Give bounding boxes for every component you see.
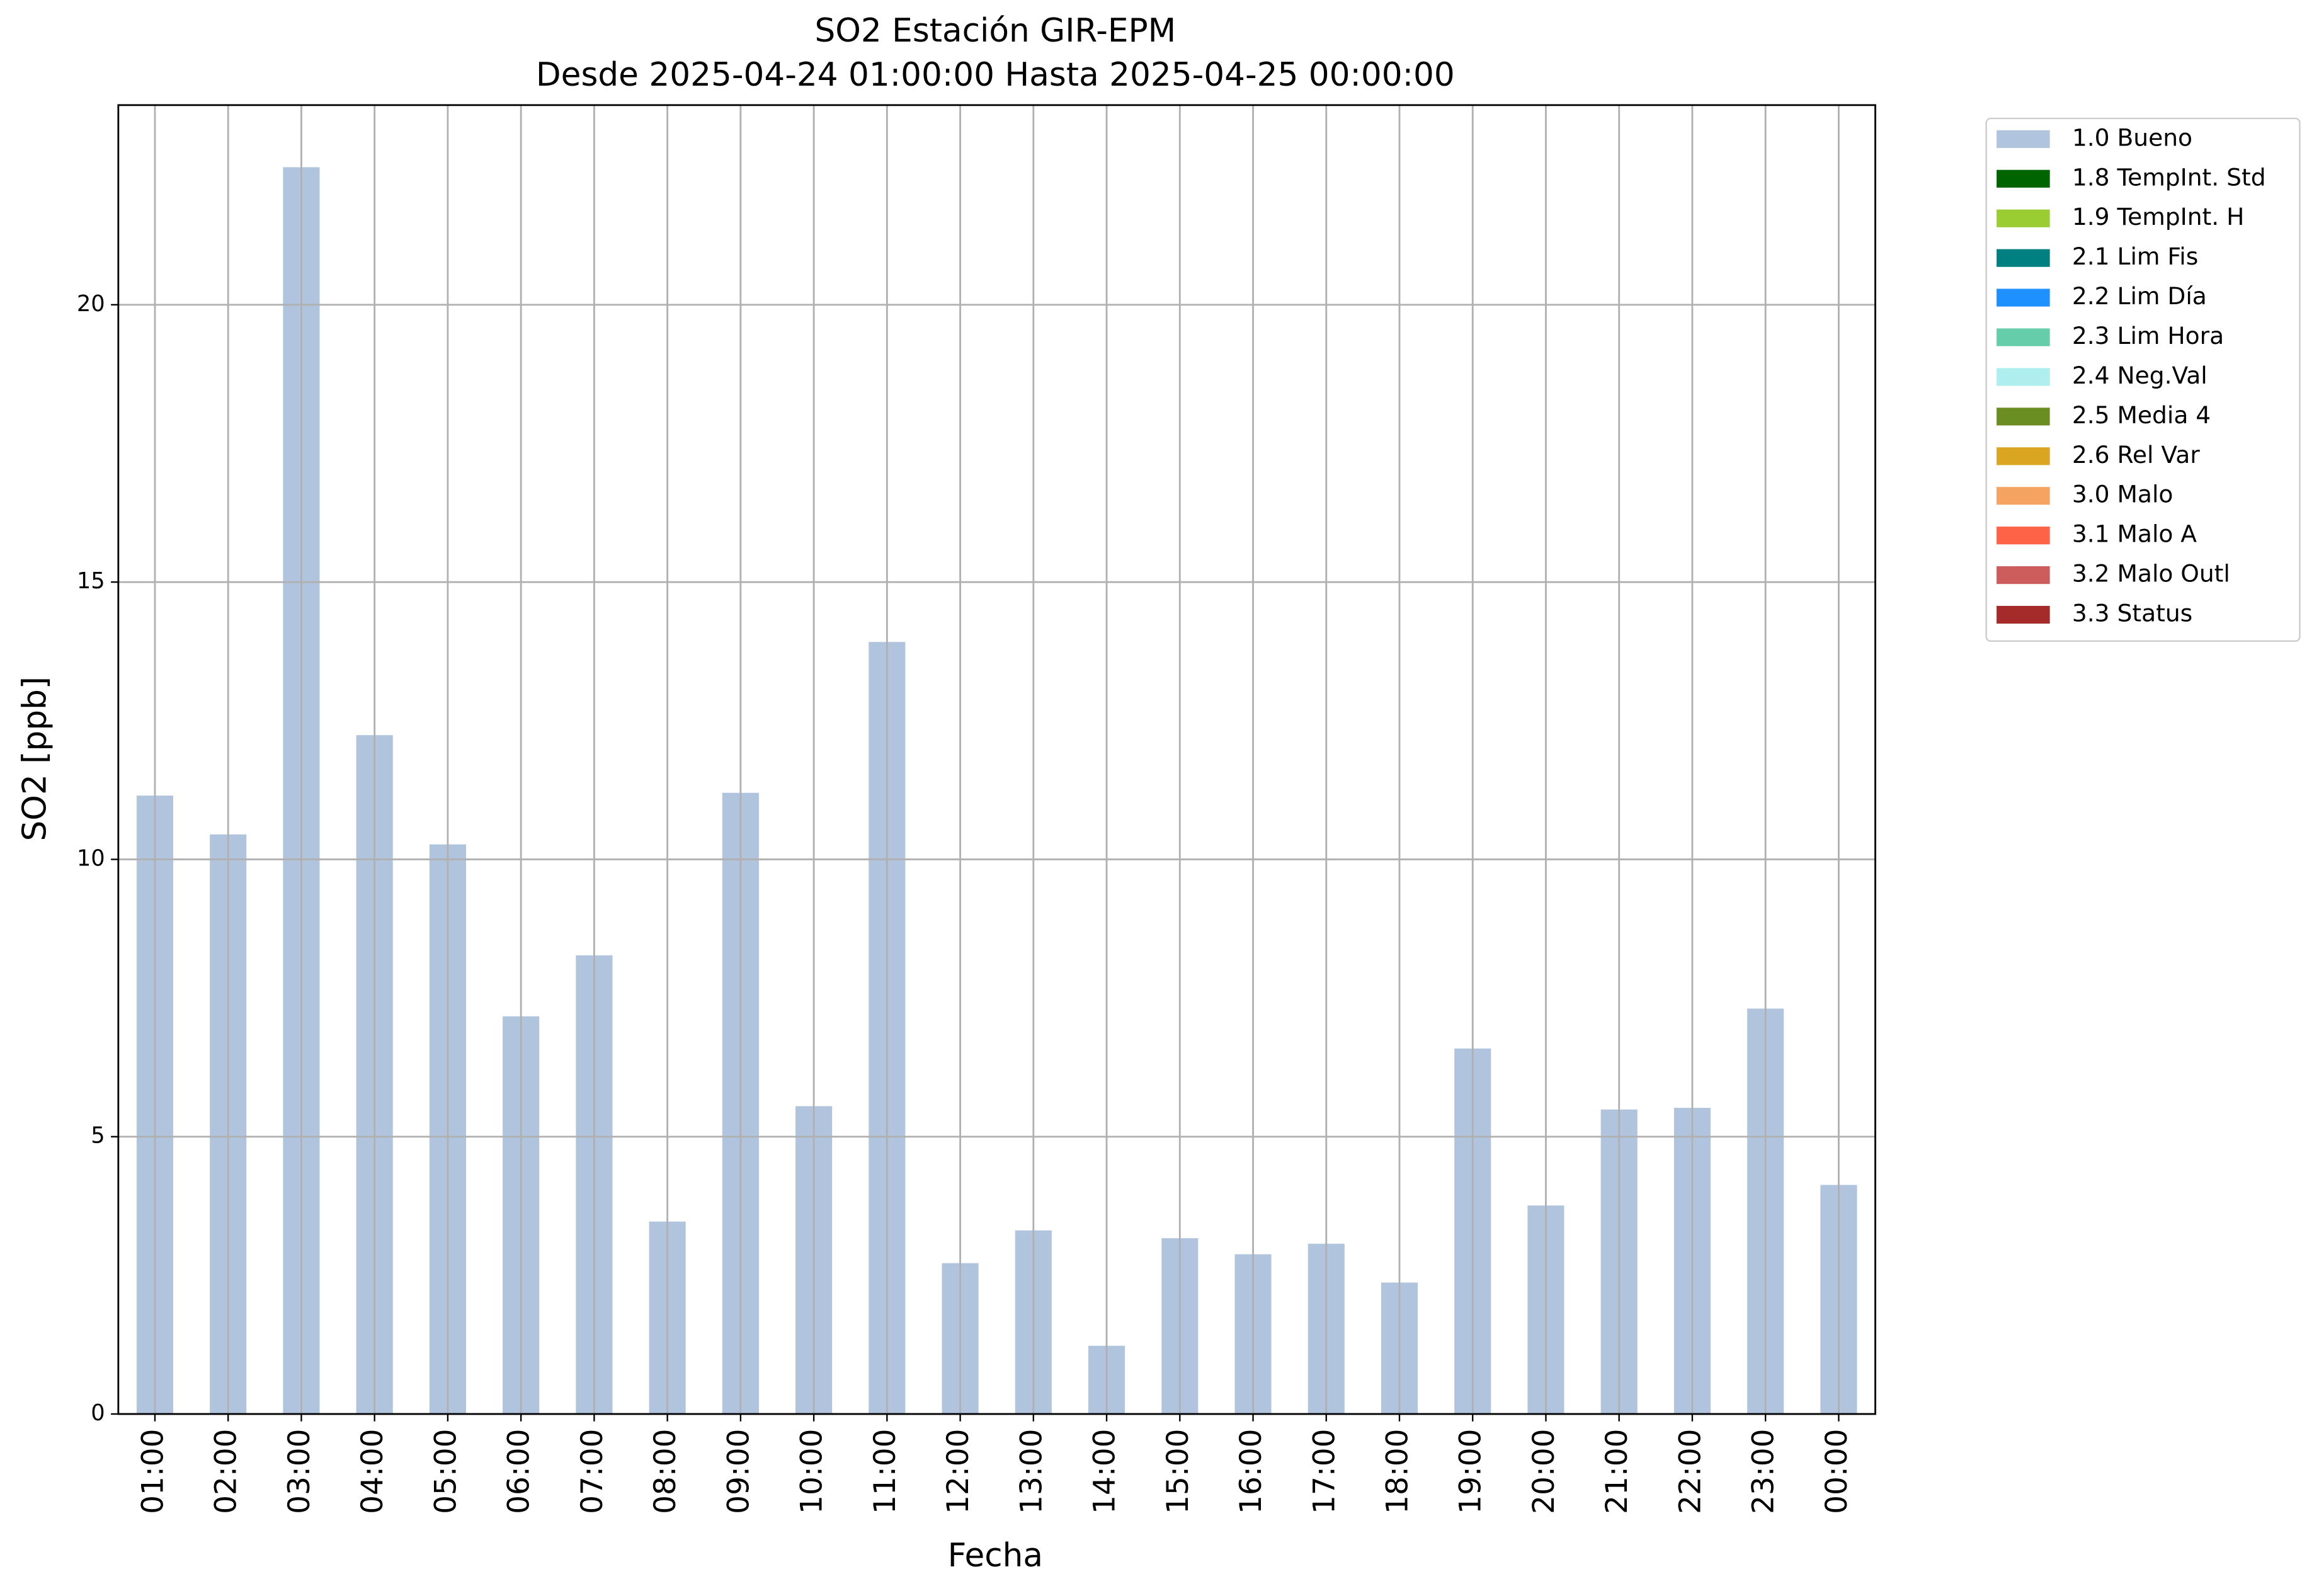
x-tick-label: 05:00 <box>428 1429 463 1514</box>
x-tick-label: 09:00 <box>721 1429 756 1514</box>
x-tick-label: 15:00 <box>1161 1429 1195 1514</box>
x-tick-label: 20:00 <box>1527 1429 1561 1514</box>
x-tick-label: 16:00 <box>1234 1429 1268 1514</box>
x-tick-label: 08:00 <box>648 1429 683 1514</box>
legend-swatch <box>1997 169 2050 188</box>
y-tick-label: 10 <box>77 845 105 871</box>
x-tick-label: 22:00 <box>1673 1429 1707 1514</box>
y-tick-label: 0 <box>91 1400 105 1426</box>
x-tick-label: 02:00 <box>209 1429 244 1514</box>
legend-label: 3.0 Malo <box>2072 481 2174 508</box>
legend-label: 2.6 Rel Var <box>2072 441 2200 469</box>
legend-label: 2.3 Lim Hora <box>2072 322 2224 350</box>
legend-swatch <box>1997 328 2050 346</box>
y-tick-label: 20 <box>77 291 105 317</box>
legend-label: 1.8 TempInt. Std <box>2072 163 2266 191</box>
legend-label: 2.1 Lim Fis <box>2072 242 2198 270</box>
x-tick-label: 07:00 <box>575 1429 610 1514</box>
legend-swatch <box>1997 288 2050 307</box>
x-tick-label: 01:00 <box>135 1429 170 1514</box>
y-axis-label: SO2 [ppb] <box>16 676 54 841</box>
legend-swatch <box>1997 209 2050 227</box>
x-tick-label: 00:00 <box>1820 1429 1854 1514</box>
legend-label: 3.2 Malo Outl <box>2072 560 2230 588</box>
legend-label: 3.3 Status <box>2072 600 2192 627</box>
legend-swatch <box>1997 566 2050 584</box>
legend-swatch <box>1997 408 2050 426</box>
y-tick-label: 15 <box>77 568 105 594</box>
legend-swatch <box>1997 130 2050 148</box>
legend-label: 3.1 Malo A <box>2072 520 2197 548</box>
x-tick-label: 23:00 <box>1746 1429 1781 1514</box>
x-tick-label: 06:00 <box>502 1429 537 1514</box>
legend-swatch <box>1997 605 2050 624</box>
x-tick-label: 14:00 <box>1088 1429 1122 1514</box>
x-tick-label: 03:00 <box>282 1429 317 1514</box>
x-tick-label: 17:00 <box>1307 1429 1342 1514</box>
legend-label: 2.5 Media 4 <box>2072 401 2211 429</box>
legend-swatch <box>1997 527 2050 545</box>
x-tick-label: 21:00 <box>1600 1429 1634 1514</box>
x-tick-label: 10:00 <box>795 1429 829 1514</box>
x-tick-label: 12:00 <box>941 1429 976 1514</box>
x-tick-label: 04:00 <box>355 1429 390 1514</box>
legend-label: 1.9 TempInt. H <box>2072 203 2245 231</box>
legend-swatch <box>1997 368 2050 386</box>
legend-box <box>1985 117 2301 642</box>
y-tick-label: 5 <box>91 1123 105 1149</box>
legend-swatch <box>1997 487 2050 505</box>
legend-swatch <box>1997 249 2050 267</box>
x-tick-label: 13:00 <box>1014 1429 1049 1514</box>
x-axis-label: Fecha <box>948 1537 1043 1575</box>
legend-label: 2.4 Neg.Val <box>2072 362 2208 389</box>
chart-subtitle: Desde 2025-04-24 01:00:00 Hasta 2025-04-… <box>536 56 1455 94</box>
x-tick-label: 18:00 <box>1380 1429 1415 1514</box>
chart-title: SO2 Estación GIR-EPM <box>814 12 1176 50</box>
legend-swatch <box>1997 447 2050 465</box>
plot-frame <box>117 104 1876 1415</box>
legend-label: 2.2 Lim Día <box>2072 282 2207 310</box>
legend-label: 1.0 Bueno <box>2072 123 2192 151</box>
x-tick-label: 19:00 <box>1454 1429 1488 1514</box>
x-tick-label: 11:00 <box>868 1429 903 1514</box>
